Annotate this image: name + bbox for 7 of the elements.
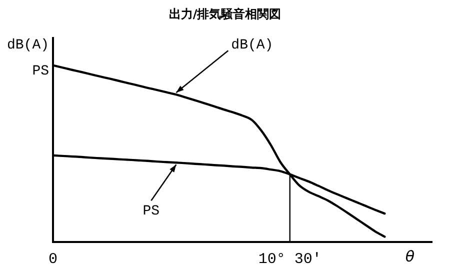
x-tick-label: 0 [48,250,58,268]
x-axis-title: θ [405,247,415,266]
text: dB(A) [231,37,274,54]
text: PS [142,203,160,220]
chart-title: 出力/排気騒音相関図 [168,7,282,22]
x-tick-label: 10° 30' [258,250,322,268]
y-axis-title: dB(A) PS [6,38,49,80]
